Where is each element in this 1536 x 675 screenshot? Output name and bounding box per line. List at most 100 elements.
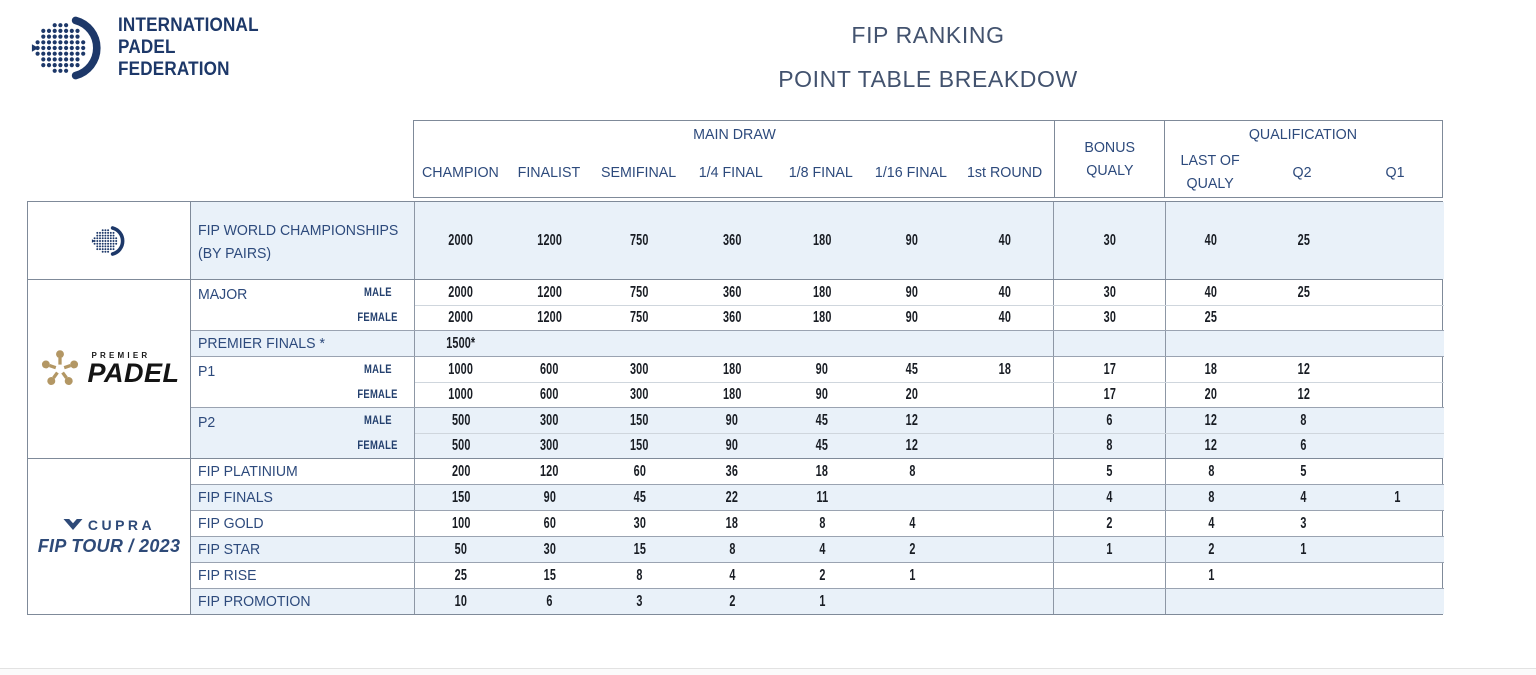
points-cell: 180 (812, 231, 832, 249)
points-cell: 12 (905, 411, 919, 429)
row-label-text: FIP PROMOTION (198, 592, 311, 610)
points-cell (1256, 563, 1351, 588)
points-cell: 150 (630, 411, 649, 429)
points-cell (1351, 383, 1443, 407)
premier-padel-flower-icon (42, 350, 79, 385)
points-cell (1351, 280, 1443, 305)
points-cell: 1 (818, 592, 826, 610)
points-row: 100 60 30 18 8 4 2 4 3 (415, 511, 1444, 536)
points-cell: 1200 (537, 309, 562, 326)
points-cell: 1000 (448, 360, 474, 378)
ipf-ball-icon (31, 16, 101, 80)
points-cell: 12 (1204, 437, 1218, 454)
points-cell: 45 (633, 488, 646, 506)
section-groups: FIP PLATINIUM 200 120 60 36 18 8 5 8 5 FIP FINALS 1… (191, 459, 1444, 614)
points-cell: 1000 (448, 386, 474, 403)
points-cell: 90 (725, 437, 739, 454)
points-cell: 3 (636, 592, 643, 610)
row-label: FIP WORLD CHAMPIONSHIPS (BY PAIRS) (191, 202, 414, 279)
ipf-logo-text: INTERNATIONAL PADEL FEDERATION (118, 15, 259, 81)
points-row: 200 120 60 36 18 8 5 8 5 (415, 459, 1444, 484)
points-cell: 30 (543, 540, 556, 558)
section-logo-cell: CUPRA FIP TOUR / 2023 (28, 459, 191, 614)
points-cell (1256, 306, 1351, 330)
points-cell (507, 331, 592, 356)
points-rows: 25 15 8 4 2 1 1 (414, 563, 1444, 588)
points-row: 10 6 3 2 1 (415, 589, 1444, 614)
points-cell: 2000 (448, 283, 474, 301)
points-cell (957, 459, 1054, 484)
row-label: FIP STAR (191, 537, 414, 562)
points-cell (687, 331, 777, 356)
points-cell: 30 (1054, 280, 1166, 305)
points-cell: 2 (728, 592, 736, 610)
points-cell: 8 (1207, 488, 1215, 506)
points-cell: 360 (722, 309, 742, 326)
points-row: 2000 1200 750 360 180 90 40 30 25 (415, 305, 1444, 330)
row-label: FIP FINALS (191, 485, 414, 510)
points-rows: 500 300 150 90 45 12 6 12 8 500 300 150 90 45 12 8 12 6 (414, 408, 1444, 458)
points-row: 150 90 45 22 11 4 8 4 1 (415, 485, 1444, 510)
points-cell (957, 408, 1054, 433)
points-cell: 2 (818, 566, 826, 584)
cupra-label: CUPRA (87, 516, 156, 533)
points-cell (957, 563, 1054, 588)
points-cell: 22 (725, 488, 739, 506)
points-cell: 4 (818, 540, 826, 558)
points-rows: 50 30 15 8 4 2 1 2 1 (414, 537, 1444, 562)
points-rows: 200 120 60 36 18 8 5 8 5 (414, 459, 1444, 484)
row-label: FIP PLATINIUM (191, 459, 414, 484)
col-header-semifinal: SEMIFINAL (600, 164, 677, 181)
row-label-text: FIP RISE (198, 566, 257, 584)
points-cell (1166, 589, 1256, 614)
points-cell: 17 (1054, 383, 1166, 407)
points-cell: 90 (725, 411, 739, 429)
points-cell (1351, 306, 1443, 330)
points-row: 1000 600 300 180 90 20 17 20 12 (415, 382, 1444, 407)
col-header-first-round: 1st ROUND (967, 164, 1043, 181)
page-title: FIP RANKING (851, 22, 1005, 48)
points-cell: 2 (908, 540, 916, 558)
points-cell: 2 (1207, 540, 1215, 558)
section-logo-cell (28, 202, 191, 279)
points-cell (1351, 589, 1443, 614)
points-cell: 12 (1297, 360, 1310, 378)
row-group: FIP PLATINIUM 200 120 60 36 18 8 5 8 5 (191, 459, 1444, 484)
points-cell: 750 (630, 309, 649, 326)
section-logo-cell: PREMIER PADEL (28, 280, 191, 458)
points-cell: 6 (1054, 408, 1166, 433)
points-cell: 180 (812, 283, 832, 301)
row-group: P1 MALE FEMALE 1000 600 300 180 90 45 18 17 18 12 100… (191, 356, 1444, 407)
points-cell: 45 (905, 360, 919, 378)
points-rows: 1000 600 300 180 90 45 18 17 18 12 1000 600 300 180 90… (414, 357, 1444, 407)
points-cell: 360 (722, 231, 742, 249)
points-cell: 40 (1204, 283, 1218, 301)
points-cell (867, 589, 957, 614)
col-header-finalist: FINALIST (517, 164, 580, 181)
points-cell: 2000 (448, 309, 474, 326)
points-row: 2000 1200 750 360 180 90 40 30 40 25 (415, 280, 1444, 305)
points-cell: 6 (546, 592, 553, 610)
points-rows: 100 60 30 18 8 4 2 4 3 (414, 511, 1444, 536)
points-cell (957, 383, 1054, 407)
points-cell: 90 (543, 488, 556, 506)
points-cell (957, 434, 1054, 458)
points-cell: 3 (1300, 514, 1307, 532)
points-row: 1500* (415, 331, 1444, 356)
row-label: FIP RISE (191, 563, 414, 588)
points-cell: 15 (543, 566, 556, 584)
row-label-text: P2 (198, 414, 216, 431)
row-group: PREMIER FINALS * 1500* (191, 330, 1444, 356)
points-cell: 40 (957, 202, 1054, 279)
points-cell: 50 (454, 540, 468, 558)
points-cell: 1 (1054, 537, 1166, 562)
points-cell: 750 (630, 283, 649, 301)
ipf-logo-line: PADEL (118, 36, 176, 58)
points-rows: 2000 1200 750 360 180 90 40 30 40 25 (414, 202, 1444, 279)
points-cell: 4 (1054, 485, 1166, 510)
points-cell: 1500* (446, 334, 476, 352)
col-header-eighth: 1/8 FINAL (788, 164, 854, 181)
points-cell: 180 (722, 360, 742, 378)
main-draw-header: MAIN DRAW (692, 126, 776, 143)
points-cell: 300 (540, 411, 559, 429)
